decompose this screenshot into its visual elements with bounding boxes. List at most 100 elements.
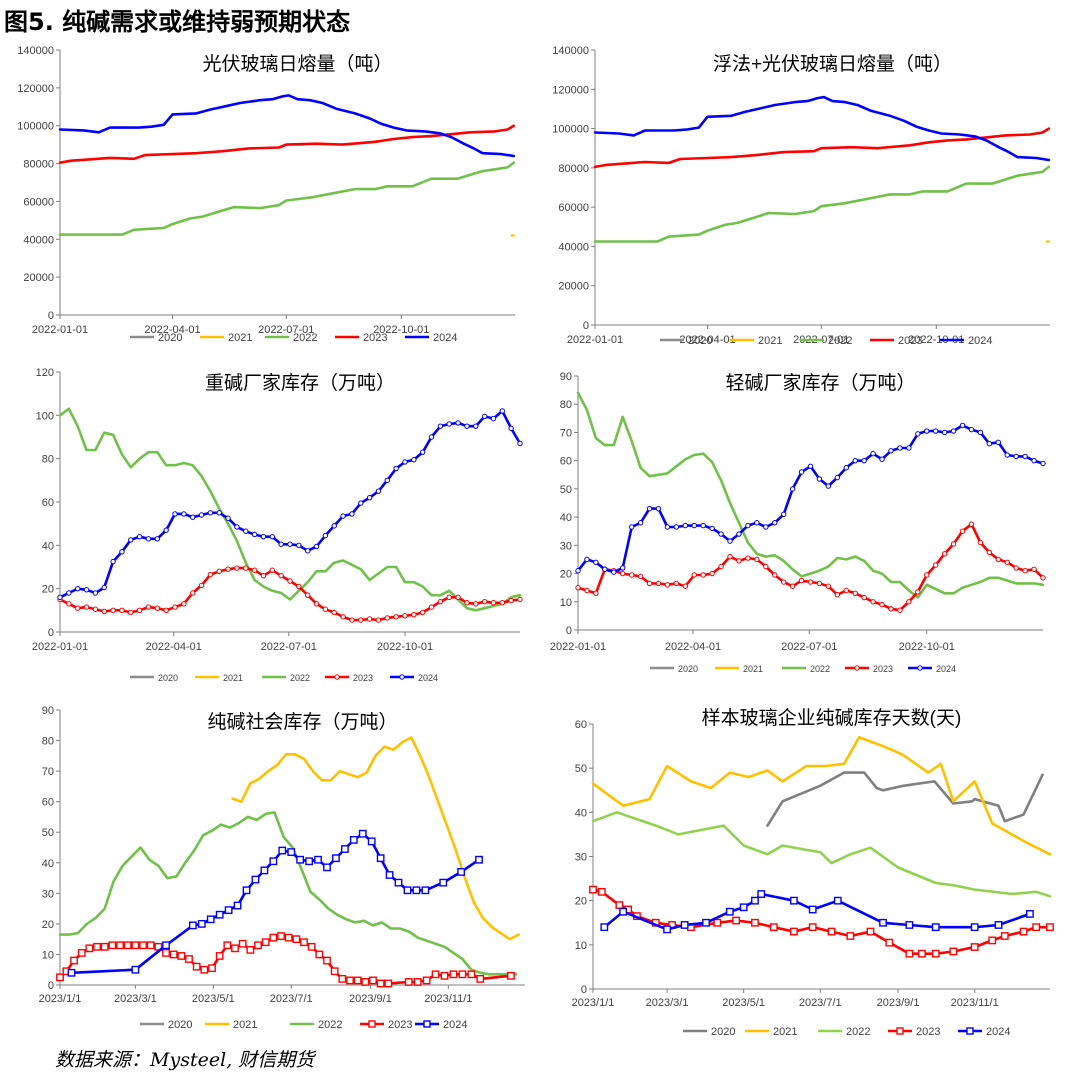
data-point (243, 565, 249, 571)
data-point (375, 488, 382, 494)
data-point (655, 580, 662, 587)
data-point (1004, 559, 1010, 565)
data-point (476, 974, 485, 983)
y-tick-label: 40 (42, 858, 54, 870)
data-point (931, 949, 940, 958)
x-tick-label: 2022-07-01 (261, 641, 317, 653)
data-point (269, 533, 276, 540)
data-point (879, 918, 887, 927)
data-point (834, 474, 841, 481)
data-point (739, 903, 748, 912)
data-point (918, 949, 926, 958)
data-point (313, 543, 320, 550)
data-point (428, 604, 435, 610)
data-point (1040, 575, 1046, 581)
data-point (700, 572, 706, 578)
y-tick-label: 100000 (17, 121, 54, 133)
x-tick-label: 2022-10-01 (377, 641, 433, 653)
data-point (691, 572, 697, 578)
data-point (885, 938, 894, 947)
legend-label-2022: 2022 (810, 664, 830, 674)
data-point (83, 587, 90, 593)
data-point (931, 923, 940, 932)
x-tick-label: 2023/5/1 (722, 997, 765, 1009)
data-point (108, 941, 117, 950)
data-point (349, 617, 355, 623)
data-point (846, 932, 855, 940)
data-point (455, 420, 461, 426)
data-point (260, 866, 269, 875)
data-point (385, 871, 394, 879)
data-point (287, 541, 293, 547)
data-point (56, 973, 64, 982)
data-point (421, 886, 430, 895)
data-point (1046, 923, 1054, 932)
data-point (508, 597, 514, 604)
data-point (977, 429, 984, 436)
y-tick-label: 0 (581, 984, 587, 996)
y-tick-label: 70 (560, 427, 572, 439)
data-point (769, 923, 778, 932)
data-point (691, 522, 697, 529)
data-point (83, 604, 90, 610)
data-point (467, 970, 476, 979)
series-line-2024 (593, 95, 1051, 162)
data-point (233, 901, 242, 910)
data-point (959, 422, 966, 429)
data-point (437, 598, 444, 605)
y-tick-label: 60 (42, 497, 54, 509)
x-tick-label: 2023/7/1 (270, 993, 313, 1005)
data-point (366, 494, 373, 501)
data-point (419, 609, 426, 616)
data-point (136, 533, 143, 540)
y-tick-label: 80 (42, 736, 54, 748)
data-point (1031, 457, 1037, 464)
data-point (367, 837, 376, 846)
data-point (861, 457, 867, 464)
data-point (718, 563, 724, 570)
data-point (393, 614, 399, 620)
y-tick-label: 30 (560, 540, 572, 552)
data-point (296, 583, 302, 590)
data-point (464, 423, 470, 429)
data-point (238, 939, 247, 948)
data-point (825, 583, 832, 589)
data-point (346, 976, 354, 985)
data-point (393, 465, 399, 472)
y-tick-label: 20 (42, 919, 54, 931)
legend-label-2023: 2023 (388, 1019, 412, 1031)
legend-marker (368, 1020, 376, 1028)
data-point (949, 947, 958, 956)
data-point (575, 584, 581, 591)
series-line-2023 (58, 124, 516, 164)
data-point (490, 415, 497, 422)
data-point (287, 578, 293, 584)
data-point (349, 835, 358, 844)
y-tick-label: 20000 (23, 272, 54, 284)
chart-dense-soda-inventory: 0 20 40 60 80 100 120 2022-01-01 2022-04-01 2022-… (32, 367, 523, 683)
data-point (508, 425, 514, 432)
data-point (763, 563, 769, 570)
data-point (879, 601, 885, 608)
data-point (808, 923, 817, 932)
data-point (403, 886, 412, 895)
data-point (866, 927, 875, 936)
data-point (197, 919, 206, 928)
x-tick-label: 2022-07-01 (781, 641, 837, 653)
data-point (834, 592, 841, 598)
data-point (269, 933, 278, 942)
data-point (330, 967, 339, 976)
data-point (287, 848, 296, 856)
data-point (1031, 566, 1037, 573)
y-tick-label: 60000 (558, 202, 589, 214)
data-point (139, 941, 147, 950)
data-point (870, 599, 876, 605)
data-point (169, 950, 178, 959)
data-point (207, 571, 214, 578)
data-point (575, 568, 581, 574)
data-point (225, 566, 231, 572)
series-line-2023 (591, 888, 1052, 955)
y-tick-label: 120000 (17, 83, 54, 95)
data-point (763, 524, 769, 530)
chart-title: 纯碱社会库存（万吨） (207, 711, 397, 733)
